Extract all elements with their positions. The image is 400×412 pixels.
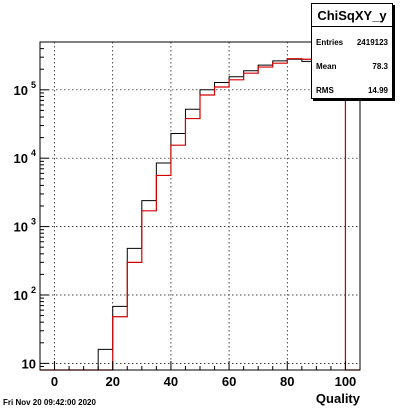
x-axis-title: Quality	[316, 391, 361, 406]
histogram-bin	[244, 73, 259, 370]
histogram-bin	[200, 95, 215, 370]
x-tick-labels: 0 20 40 60 80 100	[51, 374, 356, 389]
stats-row-entries: Entries 2419123	[312, 27, 392, 51]
histogram-bin	[171, 145, 186, 370]
histogram-bin	[244, 71, 259, 370]
x-tick-label: 60	[222, 374, 236, 389]
histogram-bin	[287, 59, 302, 370]
histogram-bin	[331, 82, 346, 370]
stats-entries-label: Entries	[316, 38, 344, 47]
y-tick-exponent: 4	[31, 148, 36, 158]
y-tick-exponent: 5	[31, 80, 36, 90]
histogram-bin	[142, 211, 157, 370]
x-tick-label: 40	[164, 374, 178, 389]
date-stamp: Fri Nov 20 09:42:00 2020	[3, 398, 96, 407]
y-tick-label: 10	[14, 83, 28, 98]
y-tick-label: 10	[22, 356, 36, 371]
y-tick-label: 10	[14, 288, 28, 303]
stats-rms-label: RMS	[316, 86, 334, 95]
y-tick-label: 10	[14, 151, 28, 166]
histogram-bin	[316, 72, 331, 370]
histogram-bin	[258, 67, 273, 370]
histogram-series	[40, 58, 360, 371]
stats-rms-value: 14.99	[367, 86, 388, 95]
axis-ticks	[39, 41, 361, 371]
histogram-bin	[185, 109, 200, 370]
histogram-series-line	[40, 58, 360, 371]
stats-mean-label: Mean	[316, 62, 337, 71]
histogram-bin	[229, 77, 244, 370]
x-tick-label: 20	[105, 374, 119, 389]
histogram-bin	[302, 59, 317, 370]
histogram-bin	[127, 248, 142, 370]
histogram-bin	[229, 80, 244, 370]
stats-entries-value: 2419123	[356, 38, 388, 47]
histogram-bin	[113, 306, 128, 370]
histogram-bin	[113, 317, 128, 370]
histogram-bin	[156, 163, 171, 370]
histogram-bin	[215, 82, 230, 370]
histogram-bin	[258, 65, 273, 370]
histogram-bin	[142, 201, 157, 370]
stats-box: ChiSqXY_y Entries 2419123 Mean 78.3 RMS …	[311, 3, 393, 99]
histogram-bin	[171, 133, 186, 370]
histogram-bin	[273, 63, 288, 370]
stats-mean-value: 78.3	[372, 62, 388, 71]
histogram-bin	[215, 87, 230, 370]
y-tick-exponent: 2	[31, 285, 36, 295]
y-tick-exponent: 3	[31, 217, 36, 227]
histogram-bin	[273, 61, 288, 370]
stats-title: ChiSqXY_y	[312, 4, 392, 27]
histogram-bin	[98, 349, 113, 370]
histogram-bin	[200, 90, 215, 370]
stats-row-rms: RMS 14.99	[312, 75, 392, 99]
histogram-bin	[316, 69, 331, 370]
x-tick-label: 80	[280, 374, 294, 389]
histogram-bin	[156, 175, 171, 370]
histogram-bin	[127, 262, 142, 370]
x-tick-label: 0	[51, 374, 58, 389]
histogram-bin	[287, 59, 302, 370]
x-tick-label: 100	[335, 374, 357, 389]
histogram-bin	[302, 61, 317, 370]
y-tick-label: 10	[14, 220, 28, 235]
stats-row-mean: Mean 78.3	[312, 51, 392, 75]
histogram-bin	[185, 119, 200, 370]
